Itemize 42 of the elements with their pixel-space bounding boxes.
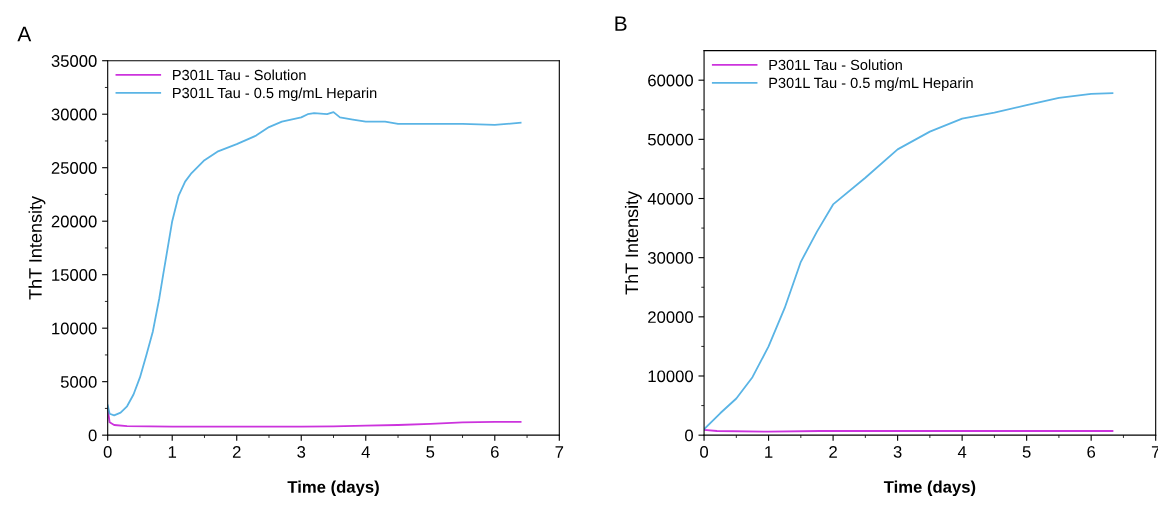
y-tick-label: 15000 <box>52 269 97 281</box>
x-tick-label: 7 <box>555 446 564 458</box>
x-tick-label: 6 <box>1087 446 1096 458</box>
chart-title: B <box>615 16 627 31</box>
x-tick-label: 0 <box>700 446 709 458</box>
y-tick-label: 50000 <box>647 133 693 146</box>
y-tick-label: 5000 <box>60 376 97 388</box>
x-tick-label: 0 <box>103 446 112 458</box>
y-tick-label: 25000 <box>51 162 97 174</box>
x-tick-label: 4 <box>361 446 370 458</box>
x-tick-label: 4 <box>957 446 967 458</box>
y-tick-label: 60000 <box>648 74 693 87</box>
y-tick-label: 20000 <box>648 311 693 324</box>
y-tick-label: 10000 <box>52 322 97 335</box>
chart-title: A <box>17 26 32 42</box>
x-axis-title: Time (days) <box>883 480 976 497</box>
x-tick-label: 2 <box>232 446 241 458</box>
line-series <box>704 92 1114 431</box>
legend-label: P301L Tau - 0.5 mg/mL Heparin <box>173 87 377 102</box>
y-tick-label: 35000 <box>51 55 97 67</box>
x-tick-label: 3 <box>297 446 306 458</box>
y-axis-title: ThT Intensity <box>624 190 642 295</box>
x-axis-title: Time (days) <box>287 480 379 497</box>
y-tick-label: 20000 <box>51 215 97 228</box>
y-tick-label: 30000 <box>647 252 693 264</box>
x-tick-label: 5 <box>426 446 435 458</box>
x-tick-label: 2 <box>829 446 837 458</box>
x-tick-label: 3 <box>893 446 902 458</box>
x-tick-label: 1 <box>765 446 773 458</box>
y-tick-label: 10000 <box>648 370 693 383</box>
y-axis-title: ThT Intensity <box>28 195 46 300</box>
line-series <box>107 111 522 417</box>
y-tick-label: 0 <box>88 429 97 442</box>
legend-label: P301L Tau - Solution <box>173 69 306 81</box>
y-tick-label: 40000 <box>647 192 693 205</box>
legend-label: P301L Tau - 0.5 mg/mL Heparin <box>769 77 973 91</box>
x-tick-label: 6 <box>491 446 499 458</box>
y-tick-label: 30000 <box>51 108 97 121</box>
y-tick-label: 0 <box>685 429 693 442</box>
x-tick-label: 1 <box>168 446 177 458</box>
legend-label: P301L Tau - Solution <box>769 59 902 71</box>
x-tick-label: 5 <box>1022 446 1031 458</box>
